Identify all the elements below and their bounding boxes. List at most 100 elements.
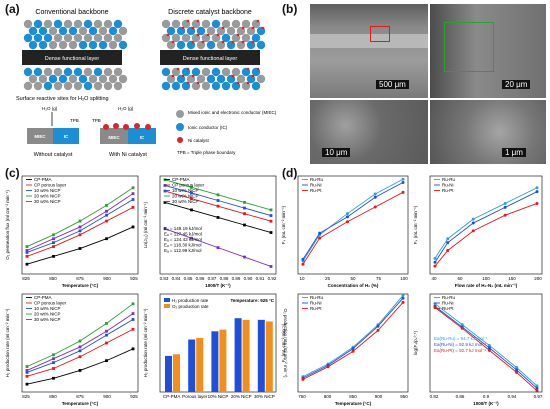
activation-energy-label: Eₐ = 149.19 kJ/mol (164, 226, 202, 231)
chart-h2-concentration: 10 25 50 75 100 Concentration of H₂ (%) F₄ (mL… (281, 175, 409, 288)
sem-image-overview: 500 μm (310, 4, 428, 98)
plot-frame (297, 293, 409, 393)
data-point (351, 347, 355, 351)
backbone-sphere (246, 40, 256, 50)
legend-swatch (164, 298, 170, 302)
legend-label: CP porous layer (34, 301, 67, 306)
sem-zoom-box-green (444, 22, 494, 72)
x-tick-label: 40 (431, 276, 437, 281)
data-point (351, 345, 355, 349)
data-point (345, 212, 349, 216)
x-tick-label: 0.9 (483, 394, 490, 399)
panel-a-title-left: Conventional backbone (35, 9, 108, 16)
backbone-sphere (43, 33, 53, 43)
backbone-sphere (256, 40, 266, 50)
bar-category-label: 30% NiCP (254, 394, 275, 399)
data-point (535, 384, 539, 388)
ni-catalyst-particle (251, 40, 255, 44)
legend-label: Ru-Ni (442, 301, 454, 306)
backbone-sphere (73, 81, 83, 91)
backbone-sphere (83, 67, 93, 77)
panel-label-d: (d) (282, 166, 298, 180)
dense-layer-right-label: Dense functional layer (183, 56, 238, 62)
backbone-sphere (186, 40, 196, 50)
data-point (105, 333, 108, 337)
x-tick-label: 900 (103, 276, 111, 281)
backbone-sphere (196, 40, 206, 50)
series-line (164, 228, 272, 267)
data-point (318, 236, 322, 240)
data-point (131, 225, 135, 229)
panel-a-subtitle: Surface reactive sites for H₂O splitting (16, 96, 109, 102)
legend-label: 10 wt% NiCP (34, 188, 61, 193)
backbone-sphere (53, 81, 63, 91)
legend-label: 10 wt% NiCP (34, 306, 61, 311)
chart-h2-production: 825 850 875 900 925 Temperature (°C) H₂ produc… (5, 293, 139, 406)
data-point (269, 208, 273, 212)
backbone-sphere (53, 19, 63, 29)
ni-catalyst-particle (261, 26, 265, 30)
series-line (26, 199, 134, 253)
series-line (302, 182, 404, 260)
x-tick-label: 825 (22, 394, 30, 399)
series-line (302, 297, 404, 379)
x-tick-label: 0.87 (208, 276, 217, 281)
ni-catalyst-dot-4 (134, 123, 140, 129)
x-tick-label: 100 (482, 276, 490, 281)
data-point (105, 209, 108, 213)
data-point (535, 389, 539, 393)
ni-catalyst-particle (231, 74, 235, 78)
h2o-label-left: H₂O (g) (42, 106, 58, 111)
bar (188, 339, 196, 392)
series-line (434, 305, 538, 389)
x-tick-label: 150 (508, 276, 516, 281)
backbone-sphere (33, 67, 43, 77)
bar-category-label: 20% NiCP (231, 394, 252, 399)
x-axis-label: Temperature (°C) (335, 401, 372, 406)
backbone-sphere (63, 81, 73, 91)
x-tick-label: 0.94 (508, 394, 517, 399)
backbone-sphere (161, 81, 171, 91)
series-line (434, 307, 538, 392)
ni-catalyst-particle (191, 74, 195, 78)
ni-catalyst-particle (191, 26, 195, 30)
bar (257, 319, 265, 392)
x-tick-label: 60 (457, 276, 463, 281)
backbone-sphere (23, 33, 33, 43)
backbone-sphere (236, 74, 246, 84)
backbone-sphere (88, 74, 98, 84)
data-point (25, 382, 29, 386)
data-point (326, 365, 330, 369)
data-point (52, 361, 55, 364)
backbone-sphere (181, 67, 191, 77)
backbone-sphere (211, 33, 221, 43)
data-point (52, 367, 55, 370)
bar (242, 319, 250, 392)
series-line (26, 193, 134, 251)
backbone-sphere (201, 81, 211, 91)
data-point (471, 217, 475, 221)
panel-a-title-right: Discrete catalyst backbone (168, 9, 252, 16)
x-tick-label: 0.85 (184, 276, 193, 281)
data-point (535, 186, 539, 190)
y-axis-label: F₄ (mL cm⁻² min⁻¹) (413, 205, 418, 244)
backbone-sphere (73, 19, 83, 29)
data-point (433, 305, 437, 309)
activation-energy-label: Ea(Ru-Ni) = 92.9 kJ mol⁻¹ (434, 342, 487, 347)
data-point (163, 227, 167, 231)
backbone-sphere (171, 67, 181, 77)
backbone-sphere (166, 26, 176, 36)
data-point (52, 376, 55, 380)
series-line (164, 190, 272, 222)
backbone-sphere (73, 33, 83, 43)
backbone-sphere (196, 74, 206, 84)
chart-o2-flux: 825 850 875 900 925 Temperature (°C) O₂ permea… (5, 175, 139, 288)
x-axis-label: 1000/T (K⁻¹) (473, 401, 499, 406)
data-point (131, 192, 135, 196)
backbone-sphere (201, 67, 211, 77)
backbone-sphere (118, 40, 128, 50)
x-tick-label: 0.86 (196, 276, 205, 281)
backbone-sphere (43, 81, 53, 91)
backbone-sphere (113, 67, 123, 77)
backbone-sphere (251, 19, 261, 29)
